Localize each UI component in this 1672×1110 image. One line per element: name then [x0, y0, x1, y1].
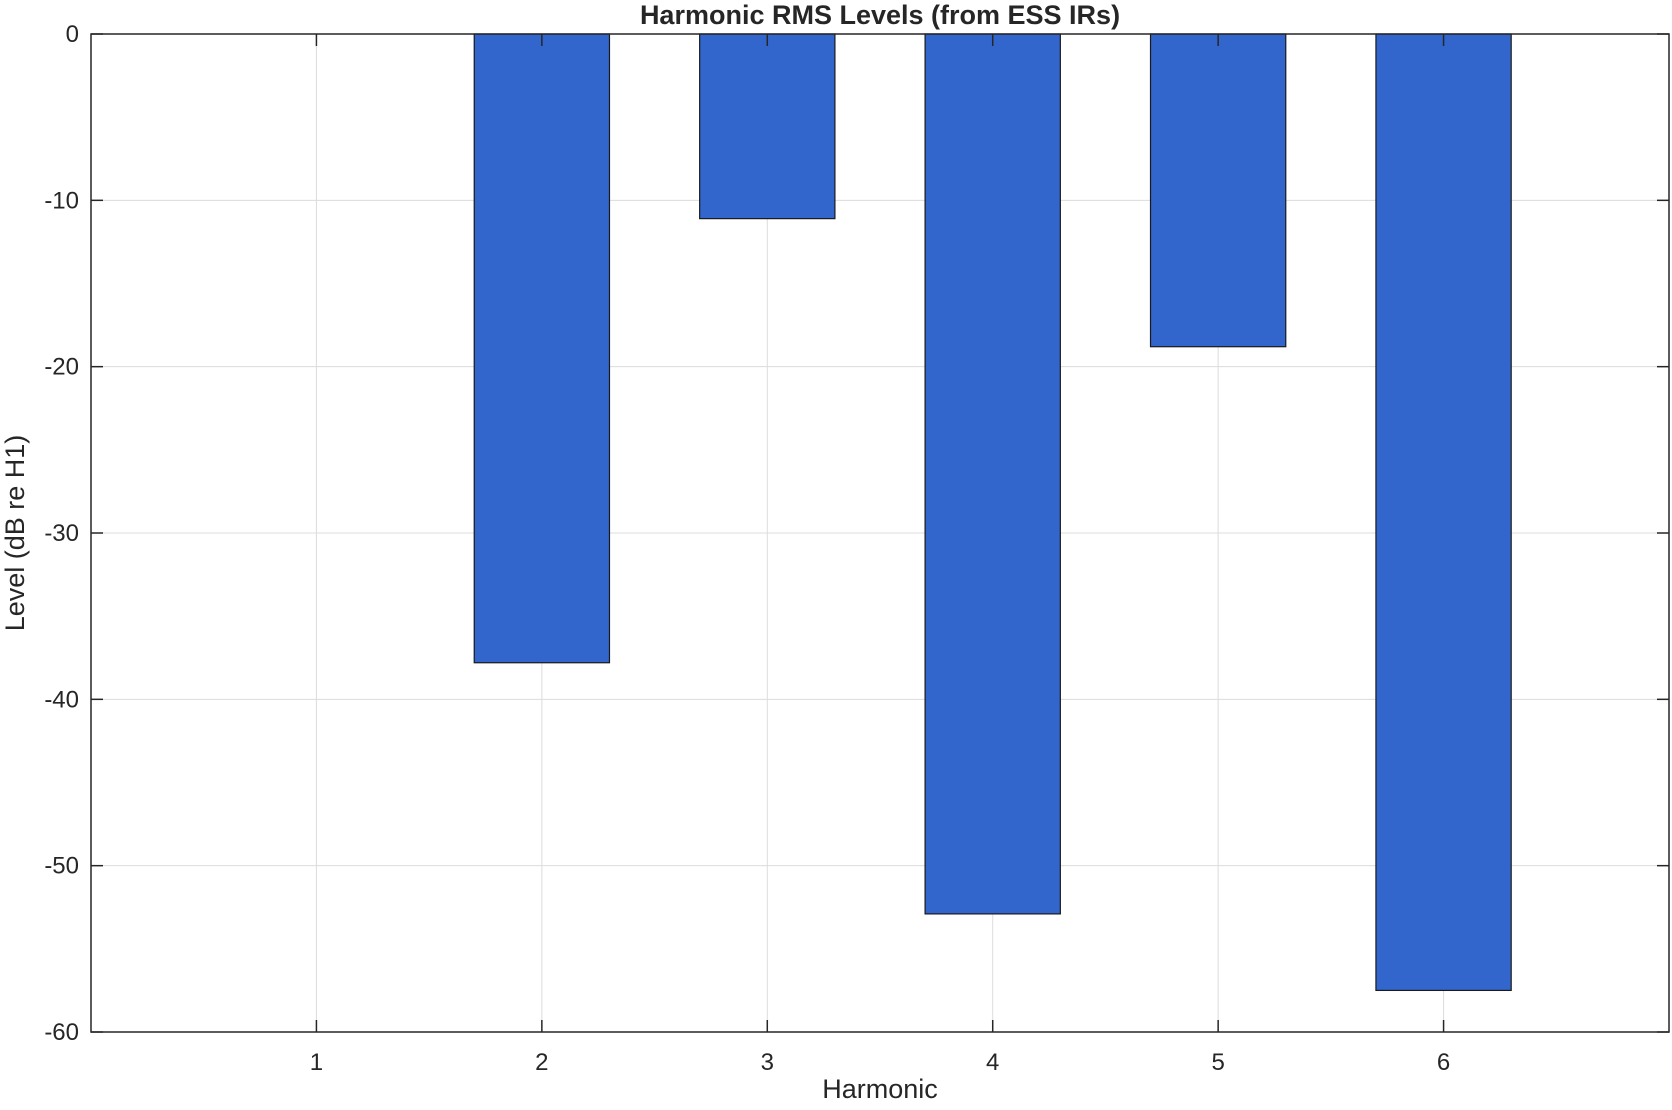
y-tick-label: -20 — [44, 354, 79, 381]
x-tick-label: 1 — [310, 1049, 323, 1076]
x-tick-label: 3 — [761, 1049, 774, 1076]
y-tick-label: -30 — [44, 520, 79, 547]
y-tick-label: -60 — [44, 1019, 79, 1046]
x-axis-label: Harmonic — [822, 1074, 938, 1104]
x-tick-labels: 1 2 3 4 5 6 — [310, 1049, 1451, 1076]
bar-harmonic-6 — [1375, 33, 1512, 992]
axis-ticks — [91, 33, 1669, 1033]
y-tick-label: -50 — [44, 853, 79, 880]
x-tick-label: 2 — [535, 1049, 548, 1076]
bar-harmonic-3 — [699, 33, 836, 220]
bar-harmonic-2 — [473, 33, 611, 664]
x-tick-label: 6 — [1437, 1049, 1450, 1076]
y-tick-labels: 0 -10 -20 -30 -40 -50 -60 — [44, 21, 79, 1046]
bar-harmonic-5 — [1149, 33, 1287, 348]
x-tick-label: 4 — [986, 1049, 999, 1076]
y-tick-label: -40 — [44, 686, 79, 713]
bar-harmonic-4 — [924, 33, 1061, 915]
y-tick-label: -10 — [44, 187, 79, 214]
x-tick-label: 5 — [1211, 1049, 1224, 1076]
y-axis-label: Level (dB re H1) — [0, 435, 30, 632]
y-tick-label: 0 — [66, 21, 79, 48]
chart-title: Harmonic RMS Levels (from ESS IRs) — [640, 0, 1120, 30]
bars — [473, 33, 1512, 992]
